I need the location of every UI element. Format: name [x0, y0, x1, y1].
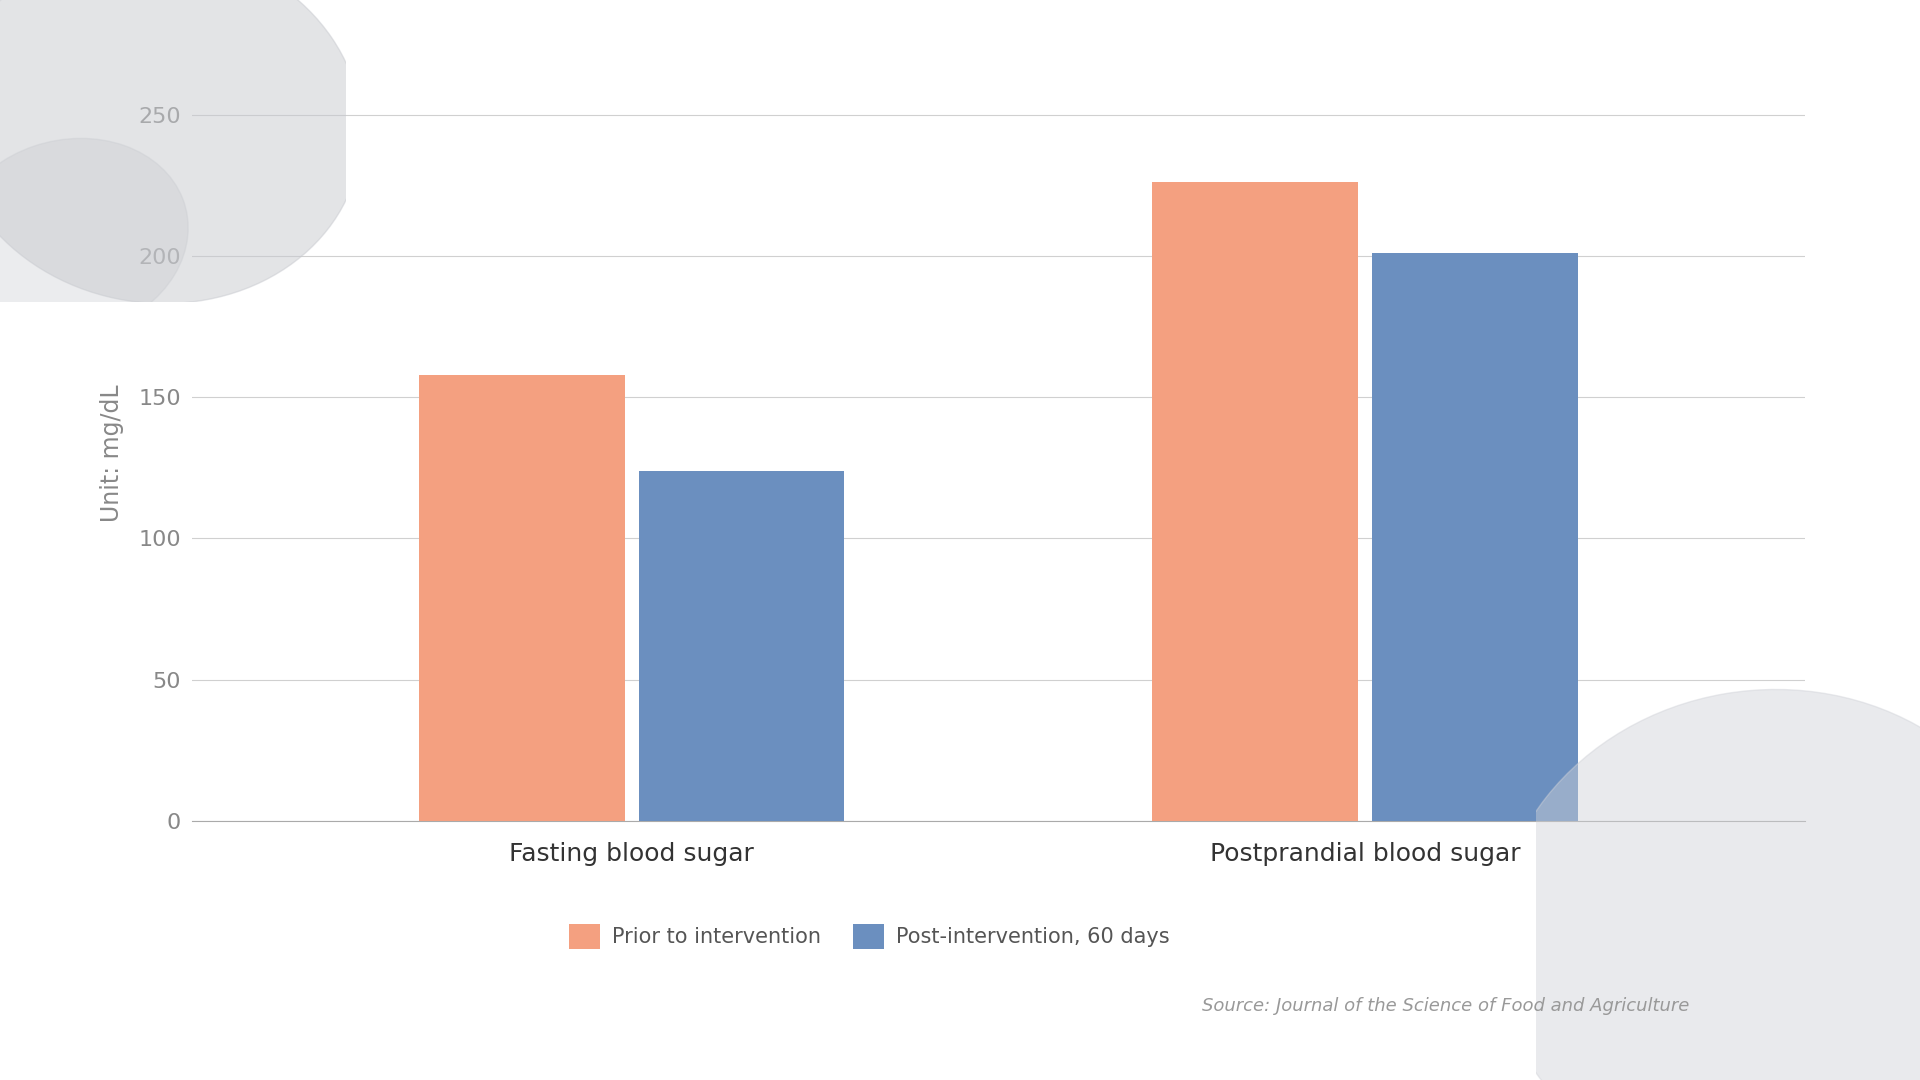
Ellipse shape	[1494, 689, 1920, 1080]
Text: Source: Journal of the Science of Food and Agriculture: Source: Journal of the Science of Food a…	[1202, 997, 1690, 1015]
Legend: Prior to intervention, Post-intervention, 60 days: Prior to intervention, Post-intervention…	[561, 915, 1179, 957]
Y-axis label: Unit: mg/dL: Unit: mg/dL	[100, 384, 125, 523]
Ellipse shape	[0, 0, 361, 303]
Bar	[419, 375, 624, 821]
Bar	[639, 471, 845, 821]
Bar	[1373, 253, 1578, 821]
Bar	[1152, 183, 1357, 821]
Ellipse shape	[0, 138, 188, 337]
